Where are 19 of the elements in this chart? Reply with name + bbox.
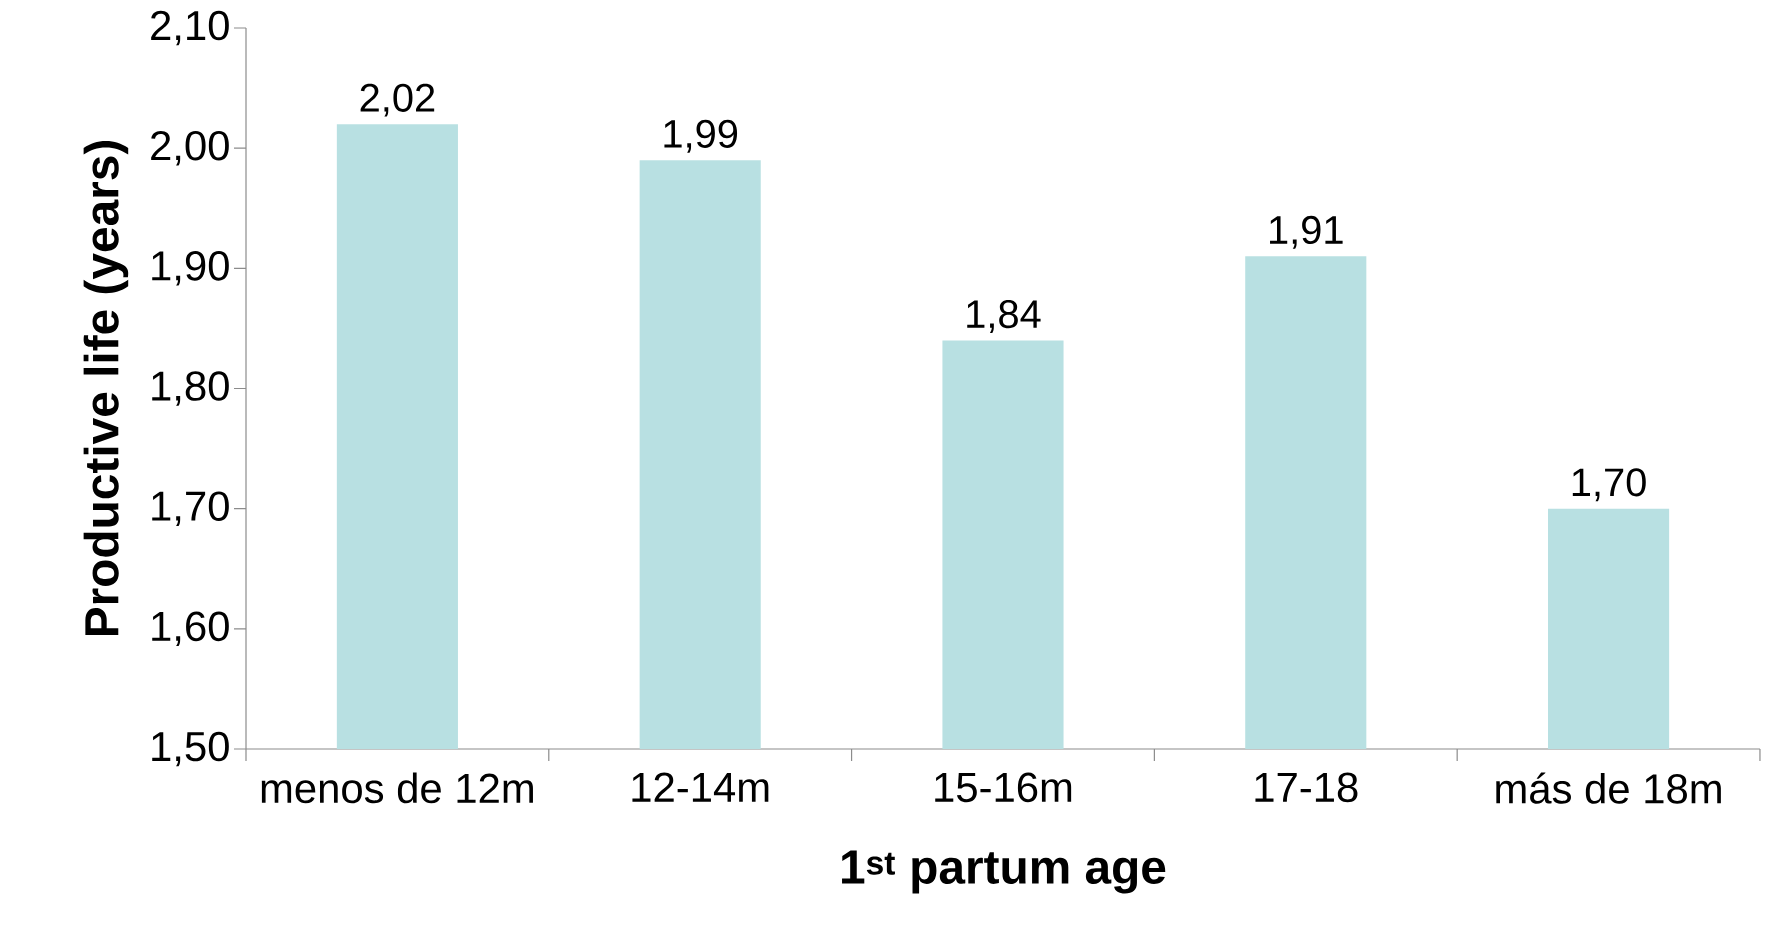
y-tick-label: 1,60 — [152, 611, 229, 647]
y-tick-label: 1,90 — [152, 251, 229, 286]
y-tick-label: 2,10 — [151, 10, 229, 46]
x-tick-label: 12-14m — [632, 772, 769, 802]
y-tick-label: 1,70 — [152, 491, 229, 526]
x-tick-label: más de 18m — [1496, 772, 1721, 804]
data-label: 1,99 — [664, 119, 738, 153]
y-tick-label: 1,80 — [152, 371, 229, 406]
data-label: 1,84 — [967, 299, 1041, 333]
x-tick-label: 15-16m — [935, 772, 1072, 803]
x-tick-label: 17-18 — [1255, 772, 1358, 803]
x-tick-label: menos de 12m — [261, 772, 533, 804]
data-label: 1,70 — [1572, 468, 1646, 502]
y-axis-title: Productive life (years) — [83, 141, 129, 636]
data-label: 2,02 — [360, 83, 435, 117]
y-tick-label: 2,00 — [151, 130, 229, 166]
x-axis-title: 1$^{st}$ partum age — [842, 850, 1166, 894]
y-tick-label: 1,50 — [152, 731, 229, 767]
data-label: 1,91 — [1270, 215, 1343, 249]
